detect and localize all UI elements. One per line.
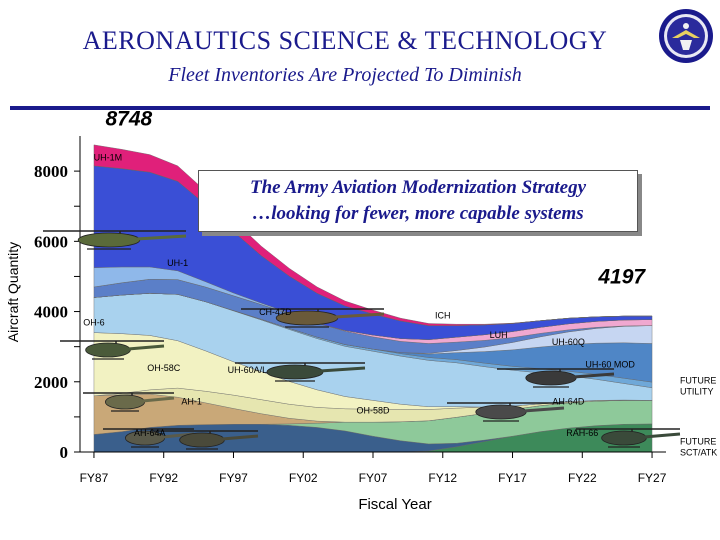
x-tick-label: FY17 bbox=[498, 471, 527, 485]
annotation-4197: 4197 bbox=[597, 265, 646, 288]
area-uh-1m bbox=[93, 144, 653, 326]
series-label-future-sct-atk: FUTURE SCT/ATK bbox=[680, 436, 717, 457]
series-label-uh-1: UH-1 bbox=[167, 258, 188, 268]
series-label-future-utility: FUTURE UTILITY bbox=[680, 376, 717, 397]
series-label-ah-64d: AH-64D bbox=[552, 397, 585, 407]
y-tick-label: 2000 bbox=[34, 373, 68, 392]
x-tick-label: FY87 bbox=[80, 471, 109, 485]
strategy-line-2: …looking for fewer, more capable systems bbox=[252, 203, 584, 224]
series-label-ah-1: AH-1 bbox=[181, 397, 202, 407]
series-label-oh-6: OH-6 bbox=[83, 318, 105, 328]
page-subtitle: Fleet Inventories Are Projected To Dimin… bbox=[168, 64, 522, 86]
oh-6-helicopter-icon bbox=[60, 340, 165, 360]
uh-1-helicopter-icon bbox=[43, 230, 187, 250]
series-label-uh-1m: UH-1M bbox=[94, 153, 123, 163]
series-labels: UH-1M UH-1 CH-47D ICH OH-6 LUH UH-60Q OH-58C UH-… bbox=[83, 107, 717, 457]
x-tick-label: FY97 bbox=[219, 471, 248, 485]
series-label-uh-60-mod: UH-60 MOD bbox=[585, 360, 635, 370]
series-label-oh-58c: OH-58C bbox=[147, 363, 181, 373]
x-tick-label: FY27 bbox=[638, 471, 667, 485]
ch-47d-helicopter-icon bbox=[241, 308, 385, 328]
series-label-luh: LUH bbox=[490, 330, 508, 340]
y-tick-label: 4000 bbox=[34, 303, 68, 322]
y-tick-label: 0 bbox=[60, 443, 69, 462]
ah-1-helicopter-icon bbox=[154, 430, 259, 450]
annotation-8748: 8748 bbox=[105, 107, 152, 130]
y-axis-label: Aircraft Quantity bbox=[5, 242, 21, 342]
y-tick-label: 8000 bbox=[34, 162, 68, 181]
dod-seal-icon bbox=[659, 9, 713, 63]
rah-66-helicopter-icon bbox=[576, 428, 681, 448]
page-title: AERONAUTICS SCIENCE & TECHNOLOGY bbox=[82, 26, 608, 55]
uh-60-mod-helicopter-icon bbox=[497, 368, 615, 388]
series-label-ch-47d: CH-47D bbox=[259, 307, 292, 317]
y-tick-label: 6000 bbox=[34, 232, 68, 251]
series-label-ah-64a: AH-64A bbox=[134, 428, 166, 438]
x-tick-label: FY92 bbox=[149, 471, 178, 485]
x-tick-label: FY12 bbox=[428, 471, 457, 485]
ah-64a-helicopter-icon bbox=[103, 428, 195, 448]
series-label-rah-66: RAH-66 bbox=[566, 428, 598, 438]
x-axis-label: Fiscal Year bbox=[358, 496, 431, 513]
x-tick-label: FY22 bbox=[568, 471, 597, 485]
series-areas bbox=[93, 144, 653, 453]
strategy-callout: The Army Aviation Modernization Strategy… bbox=[198, 170, 638, 232]
series-label-uh-60a-l: UH-60A/L bbox=[228, 365, 268, 375]
x-tick-label: FY07 bbox=[359, 471, 388, 485]
series-label-ich: ICH bbox=[435, 311, 451, 321]
uh-60-helicopter-icon bbox=[235, 362, 366, 382]
series-label-uh-60q: UH-60Q bbox=[552, 337, 585, 347]
title-rule bbox=[10, 106, 710, 110]
strategy-line-1: The Army Aviation Modernization Strategy bbox=[249, 177, 587, 198]
oh-58d-helicopter-icon bbox=[447, 402, 565, 422]
oh-58c-helicopter-icon bbox=[83, 392, 175, 412]
helicopter-illustrations bbox=[43, 230, 681, 450]
chart-axes: 0 2000 4000 6000 8000 FY87 FY92 FY97 FY02 FY07 FY1… bbox=[5, 136, 667, 513]
series-label-oh-58d: OH-58D bbox=[356, 405, 390, 415]
x-tick-label: FY02 bbox=[289, 471, 318, 485]
